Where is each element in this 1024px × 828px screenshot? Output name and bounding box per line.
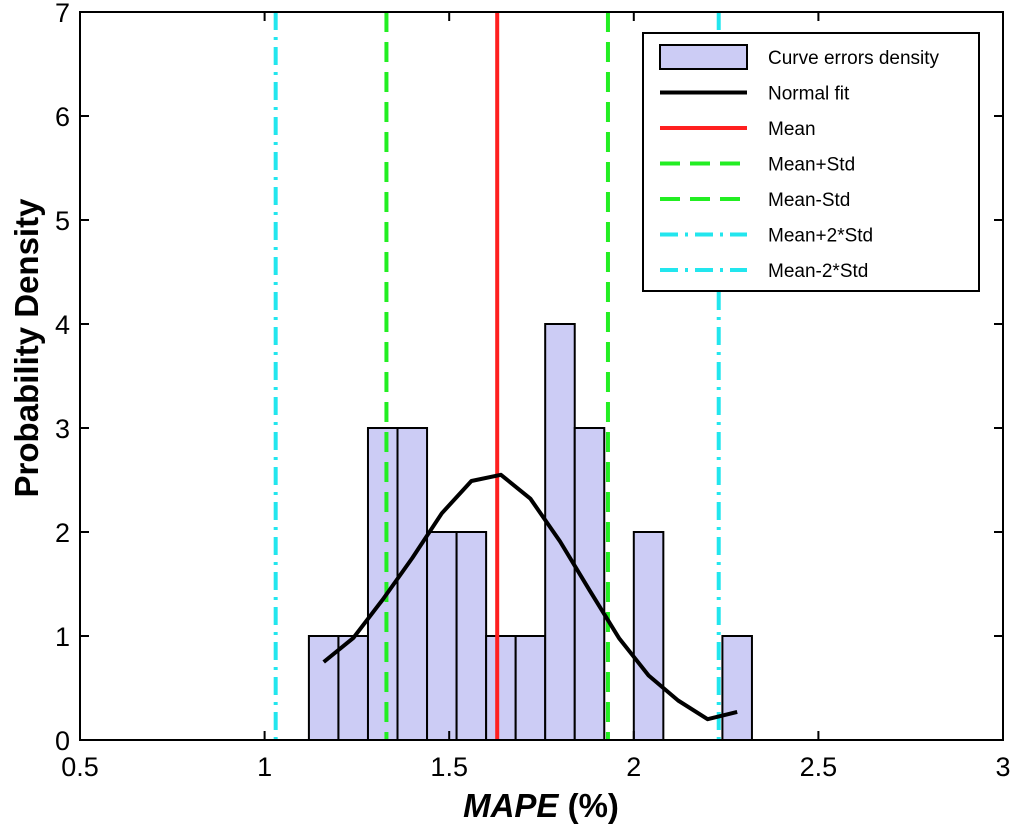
y-tick-label: 2: [55, 518, 70, 548]
x-tick-label: 2.5: [800, 752, 838, 782]
legend-entry-mean-std-label: Mean+Std: [768, 155, 855, 176]
y-tick-label: 4: [55, 310, 70, 340]
legend-entry-mean-2-std-label: Mean-2*Std: [768, 261, 868, 282]
x-tick-label: 1: [257, 752, 272, 782]
normal-fit: [322, 472, 738, 722]
x-axis-title-italic: MAPE: [463, 787, 559, 824]
y-axis-title: Probability Density: [8, 198, 45, 498]
histogram-bar: [426, 531, 458, 741]
legend: Curve errors density Normal fit Mean Mean+S…: [642, 32, 980, 292]
histogram-bar: [396, 427, 429, 741]
normal-fit-line: [322, 472, 738, 722]
histogram-bar: [485, 635, 517, 741]
histogram-bar: [632, 531, 665, 741]
histogram-bar: [455, 531, 488, 741]
y-tick-label: 7: [55, 0, 70, 28]
legend-entry-mean-std-label: Mean-Std: [768, 190, 850, 211]
legend-entry-mean-label: Mean: [768, 119, 816, 140]
y-tick-label: 1: [55, 622, 70, 652]
legend-entry-curve-errors-density-label: Curve errors density: [768, 48, 940, 69]
histogram-bar: [573, 427, 606, 741]
x-tick-label: 3: [995, 752, 1010, 782]
legend-entry-mean-2-std-label: Mean+2*Std: [768, 226, 873, 247]
axis-ticks: 0.5 1 1.5 2 2.5 3 0 1 2 3 4 5 6 7: [55, 0, 1011, 782]
y-tick-label: 6: [55, 102, 70, 132]
histogram-bar: [514, 635, 547, 741]
x-tick-label: 0.5: [61, 752, 99, 782]
histogram-bar: [721, 635, 753, 741]
histogram-bar: [337, 635, 369, 741]
x-axis-title-unit: (%): [558, 787, 619, 824]
legend-entry-normal-fit-label: Normal fit: [768, 84, 850, 105]
y-tick-label: 3: [55, 414, 70, 444]
x-tick-label: 1.5: [430, 752, 468, 782]
histogram-bar: [544, 323, 576, 741]
x-tick-label: 2: [626, 752, 641, 782]
y-tick-label: 5: [55, 206, 70, 236]
x-axis-title: MAPE (%): [463, 787, 619, 824]
histogram-bars: [307, 323, 753, 741]
plot-frame: [79, 11, 1004, 741]
legend-entry-curve-errors-density-swatch: [659, 44, 748, 70]
y-tick-label: 0: [55, 726, 70, 756]
